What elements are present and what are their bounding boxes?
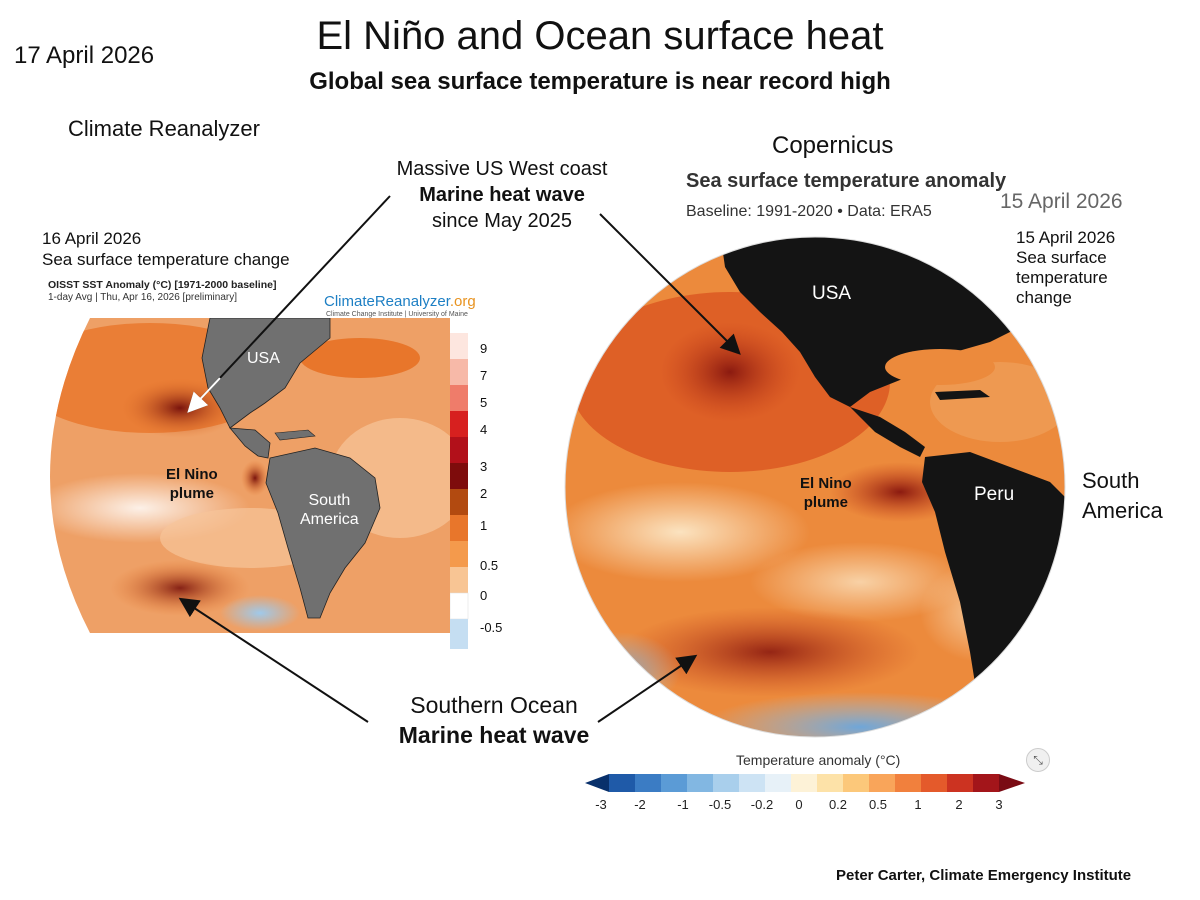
legend-tick: 3 bbox=[995, 797, 1003, 812]
left-map-date: 16 April 2026 bbox=[42, 229, 142, 248]
legend-tick: 0.2 bbox=[828, 797, 848, 812]
colorbar-tick: 2 bbox=[480, 486, 488, 501]
colorbar-tick: 7 bbox=[480, 368, 488, 383]
us-heatwave-annotation: Massive US West coast Marine heat wave s… bbox=[396, 158, 608, 232]
globe-legend-title: Temperature anomaly (°C) bbox=[736, 752, 901, 768]
globe-usa-label: USA bbox=[812, 283, 852, 304]
legend-tick: 2 bbox=[955, 797, 963, 812]
climate-change-institute-text: Climate Change Institute | University of… bbox=[326, 311, 468, 318]
slide-title: El Niño and Ocean surface heat bbox=[316, 14, 884, 58]
arrow-south-left bbox=[178, 597, 369, 723]
colorbar-tick: -0.5 bbox=[480, 620, 503, 635]
legend-tick: 0.5 bbox=[868, 797, 888, 812]
colorbar-tick: 5 bbox=[480, 395, 488, 410]
colorbar-tick: 3 bbox=[480, 459, 488, 474]
legend-tick: -1 bbox=[677, 797, 689, 812]
colorbar-tick: 9 bbox=[480, 341, 488, 356]
colorbar-tick: 0 bbox=[480, 588, 488, 603]
right-map-caption: 15 April 2026 Sea surface temperature ch… bbox=[1016, 228, 1116, 307]
left-map-south-america-label: South America bbox=[300, 492, 359, 528]
left-source-label: Climate Reanalyzer bbox=[68, 116, 260, 141]
legend-tick: 0 bbox=[795, 797, 803, 812]
left-sst-map bbox=[50, 318, 450, 633]
copernicus-map-title: Sea surface temperature anomaly bbox=[686, 170, 1007, 192]
left-colorbar bbox=[450, 333, 469, 649]
legend-tick: -2 bbox=[634, 797, 646, 812]
legend-tick: 1 bbox=[914, 797, 922, 812]
arrow-us-right bbox=[599, 213, 741, 355]
colorbar-tick: 4 bbox=[480, 422, 488, 437]
colorbar-tick: 1 bbox=[480, 518, 488, 533]
oisst-map-subtitle: 1-day Avg | Thu, Apr 16, 2026 [prelimina… bbox=[48, 292, 238, 303]
oisst-map-title: OISST SST Anomaly (°C) [1971-2000 baseli… bbox=[48, 279, 277, 291]
copernicus-date-overlay: 15 April 2026 bbox=[1000, 190, 1123, 213]
south-america-label: South America bbox=[1082, 468, 1163, 523]
slide-date: 17 April 2026 bbox=[14, 42, 155, 69]
legend-tick: -3 bbox=[595, 797, 607, 812]
globe-peru-label: Peru bbox=[974, 484, 1015, 505]
globe-legend-bar bbox=[585, 774, 1025, 792]
copernicus-globe bbox=[564, 236, 1066, 738]
arrow-south-right bbox=[597, 654, 698, 723]
expand-arrows-icon[interactable]: ⤡ bbox=[1026, 748, 1050, 772]
legend-tick: -0.2 bbox=[750, 797, 774, 812]
right-source-label: Copernicus bbox=[772, 132, 894, 159]
left-map-el-nino-label: El Nino plume bbox=[166, 466, 218, 502]
copernicus-baseline: Baseline: 1991-2020 • Data: ERA5 bbox=[686, 203, 932, 220]
southern-ocean-annotation: Southern Ocean Marine heat wave bbox=[398, 692, 590, 748]
left-map-caption: Sea surface temperature change bbox=[42, 250, 290, 269]
globe-el-nino-label: El Nino plume bbox=[800, 475, 852, 511]
left-map-usa-label: USA bbox=[247, 350, 280, 367]
slide-subtitle: Global sea surface temperature is near r… bbox=[309, 68, 891, 95]
arrow-us-left bbox=[187, 195, 391, 413]
arrow-us-left-tip bbox=[187, 377, 221, 413]
colorbar-tick: 0.5 bbox=[480, 558, 499, 573]
climate-reanalyzer-logo: ClimateReanalyzer.org bbox=[324, 293, 476, 310]
legend-tick: -0.5 bbox=[708, 797, 732, 812]
credit-line: Peter Carter, Climate Emergency Institut… bbox=[836, 867, 1132, 884]
